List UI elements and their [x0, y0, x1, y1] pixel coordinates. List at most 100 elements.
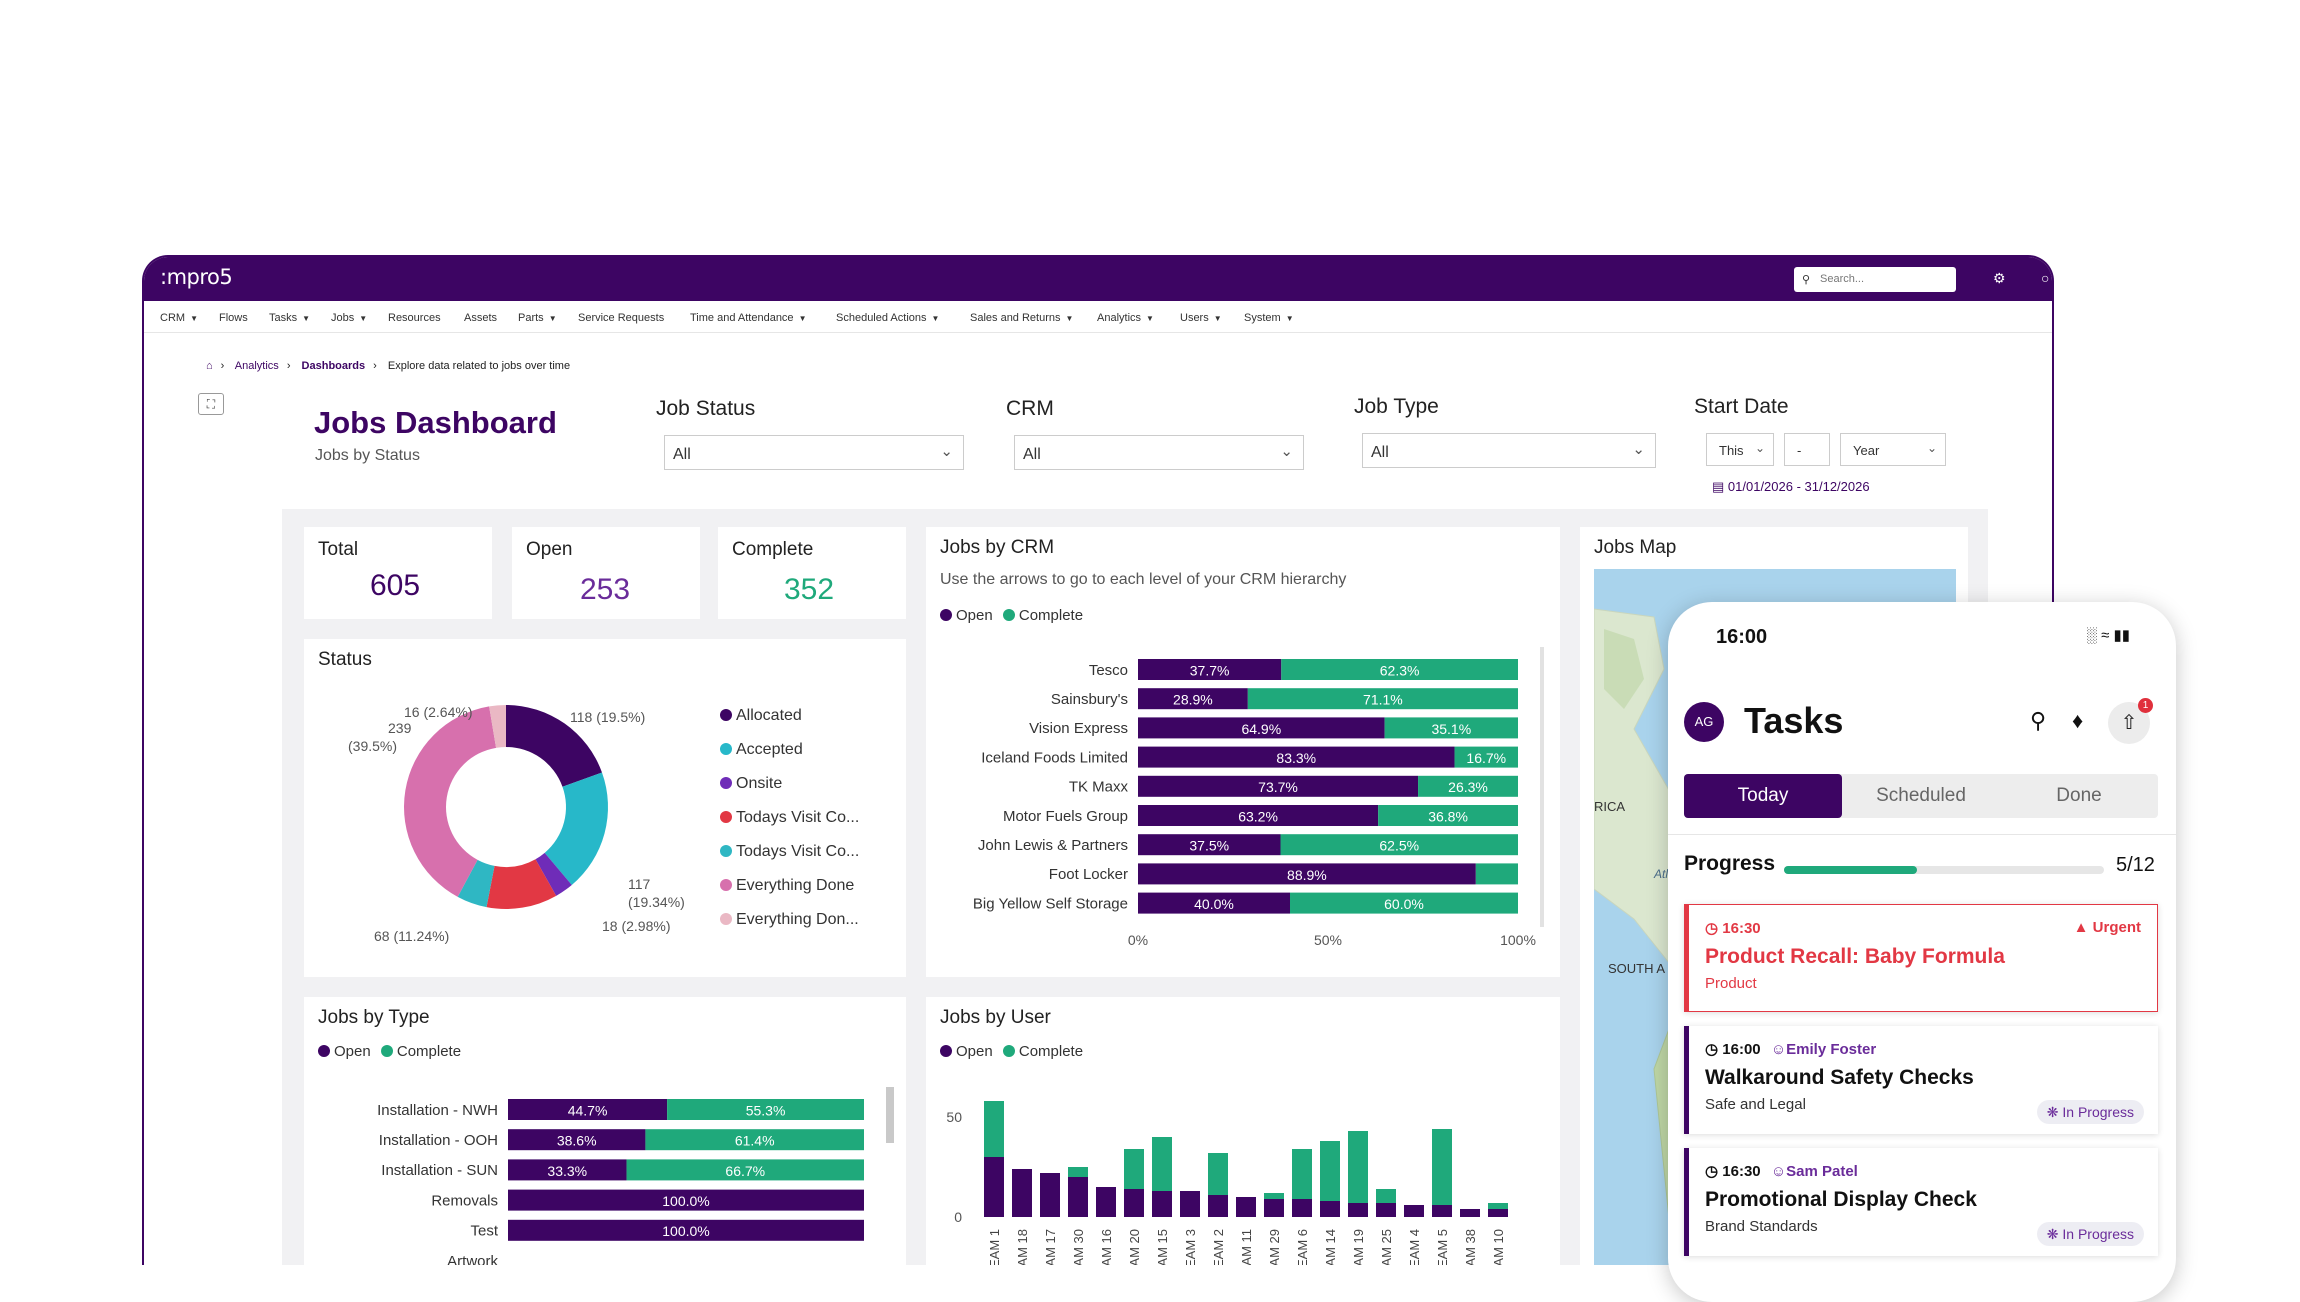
donut-slice[interactable] [489, 705, 506, 748]
bar-complete[interactable] [1292, 1149, 1312, 1199]
headset-icon[interactable]: ○ [2041, 270, 2050, 286]
period-number-input[interactable]: - [1784, 433, 1830, 466]
fullscreen-icon[interactable]: ⛶ [198, 393, 224, 415]
bar-complete[interactable] [1320, 1141, 1340, 1201]
search-input[interactable]: ⚲ Search... [1794, 267, 1956, 292]
tab-today[interactable]: Today [1684, 774, 1842, 818]
bar-open[interactable] [1348, 1203, 1368, 1217]
task-card[interactable]: ◷ 16:00 ☺Emily Foster Walkaround Safety … [1684, 1026, 2158, 1134]
status-legend-item[interactable]: Everything Don... [720, 911, 859, 945]
bell-icon[interactable]: ♦ [2072, 708, 2084, 733]
period-select[interactable]: This ⌄ [1706, 433, 1774, 466]
job-type-select[interactable]: All ⌄ [1362, 433, 1656, 468]
menu-item-users[interactable]: Users ▼ [1180, 312, 1222, 324]
breadcrumb-analytics[interactable]: Analytics [234, 360, 279, 372]
task-card-urgent[interactable]: ◷ 16:30 ▲ Urgent Product Recall: Baby Fo… [1684, 904, 2158, 1012]
status-legend-item[interactable]: Accepted [720, 741, 859, 775]
bar-open[interactable] [1138, 834, 1281, 856]
bar-open[interactable] [1012, 1169, 1032, 1217]
menu-item-resources[interactable]: Resources [388, 312, 441, 324]
bar-open[interactable] [1138, 659, 1282, 680]
bar-open[interactable] [1236, 1197, 1256, 1217]
bar-complete[interactable] [1418, 775, 1518, 797]
breadcrumb-dashboards[interactable]: Dashboards [301, 360, 366, 372]
bar-open[interactable] [1320, 1201, 1340, 1217]
app-logo[interactable]: :mpro5 [160, 265, 233, 289]
menu-item-parts[interactable]: Parts ▼ [518, 312, 557, 324]
bar-open[interactable] [1460, 1209, 1480, 1217]
bar-open[interactable] [1432, 1205, 1452, 1217]
bar-complete[interactable] [1208, 1153, 1228, 1195]
menu-item-crm[interactable]: CRM ▼ [160, 312, 198, 324]
menu-item-sales-and-returns[interactable]: Sales and Returns ▼ [970, 312, 1074, 324]
status-legend-item[interactable]: Todays Visit Co... [720, 809, 859, 843]
menu-item-system[interactable]: System ▼ [1244, 312, 1294, 324]
bar-open[interactable] [1292, 1199, 1312, 1217]
donut-slice[interactable] [457, 859, 495, 908]
bar-complete[interactable] [1124, 1149, 1144, 1189]
bar-complete[interactable] [626, 1159, 864, 1181]
bar-open[interactable] [1180, 1191, 1200, 1217]
status-legend-item[interactable]: Todays Visit Co... [720, 843, 859, 877]
bar-open[interactable] [508, 1159, 627, 1181]
bar-complete[interactable] [1475, 863, 1518, 885]
menu-item-time-and-attendance[interactable]: Time and Attendance ▼ [690, 312, 807, 324]
bar-complete[interactable] [1247, 688, 1518, 710]
donut-slice[interactable] [404, 706, 497, 897]
bar-open[interactable] [508, 1219, 864, 1241]
bar-complete[interactable] [1488, 1203, 1508, 1209]
bar-open[interactable] [984, 1157, 1004, 1217]
menu-item-tasks[interactable]: Tasks ▼ [269, 312, 311, 324]
bar-complete[interactable] [645, 1129, 864, 1151]
bar-complete[interactable] [1264, 1193, 1284, 1199]
donut-slice[interactable] [486, 859, 557, 909]
menu-item-analytics[interactable]: Analytics ▼ [1097, 312, 1154, 324]
bar-complete[interactable] [1384, 717, 1518, 739]
bar-open[interactable] [1138, 746, 1455, 768]
crm-select[interactable]: All ⌄ [1014, 435, 1304, 470]
bar-complete[interactable] [667, 1099, 864, 1120]
bar-complete[interactable] [1290, 892, 1518, 914]
gear-icon[interactable]: ⚙ [1993, 270, 2006, 286]
tab-done[interactable]: Done [2056, 785, 2102, 806]
bar-complete[interactable] [1280, 834, 1519, 856]
bar-open[interactable] [1138, 863, 1476, 885]
menu-item-assets[interactable]: Assets [464, 312, 498, 324]
bar-open[interactable] [508, 1129, 646, 1151]
bar-complete[interactable] [1068, 1167, 1088, 1177]
menu-item-service-requests[interactable]: Service Requests [578, 312, 665, 324]
bar-open[interactable] [1264, 1199, 1284, 1217]
donut-slice[interactable] [535, 852, 572, 896]
bar-open[interactable] [1208, 1195, 1228, 1217]
bar-open[interactable] [1040, 1173, 1060, 1217]
bar-complete[interactable] [1454, 746, 1518, 768]
scrollbar[interactable] [886, 1087, 894, 1143]
bar-complete[interactable] [984, 1101, 1004, 1157]
bar-open[interactable] [1376, 1203, 1396, 1217]
menu-item-jobs[interactable]: Jobs ▼ [331, 312, 368, 324]
bar-complete[interactable] [1152, 1137, 1172, 1191]
bar-complete[interactable] [1281, 659, 1518, 680]
bar-open[interactable] [1404, 1205, 1424, 1217]
bar-complete[interactable] [1432, 1129, 1452, 1205]
bar-open[interactable] [1124, 1189, 1144, 1217]
unit-select[interactable]: Year ⌄ [1840, 433, 1946, 466]
bar-complete[interactable] [1378, 805, 1518, 826]
bar-open[interactable] [1138, 892, 1290, 914]
bar-open[interactable] [1138, 717, 1385, 739]
status-legend-item[interactable]: Onsite [720, 775, 859, 809]
home-icon[interactable]: ⌂ [206, 360, 213, 372]
bar-open[interactable] [508, 1189, 864, 1211]
status-legend-item[interactable]: Everything Done [720, 877, 859, 911]
bar-open[interactable] [1138, 805, 1379, 826]
bar-open[interactable] [508, 1099, 668, 1120]
bar-complete[interactable] [1348, 1131, 1368, 1203]
menu-item-scheduled-actions[interactable]: Scheduled Actions ▼ [836, 312, 940, 324]
menu-item-flows[interactable]: Flows [219, 312, 248, 324]
bar-open[interactable] [1096, 1187, 1116, 1217]
scrollbar[interactable] [1540, 647, 1544, 927]
job-status-select[interactable]: All ⌄ [664, 435, 964, 470]
tab-scheduled[interactable]: Scheduled [1876, 785, 1966, 806]
bar-open[interactable] [1152, 1191, 1172, 1217]
bar-open[interactable] [1138, 775, 1419, 797]
